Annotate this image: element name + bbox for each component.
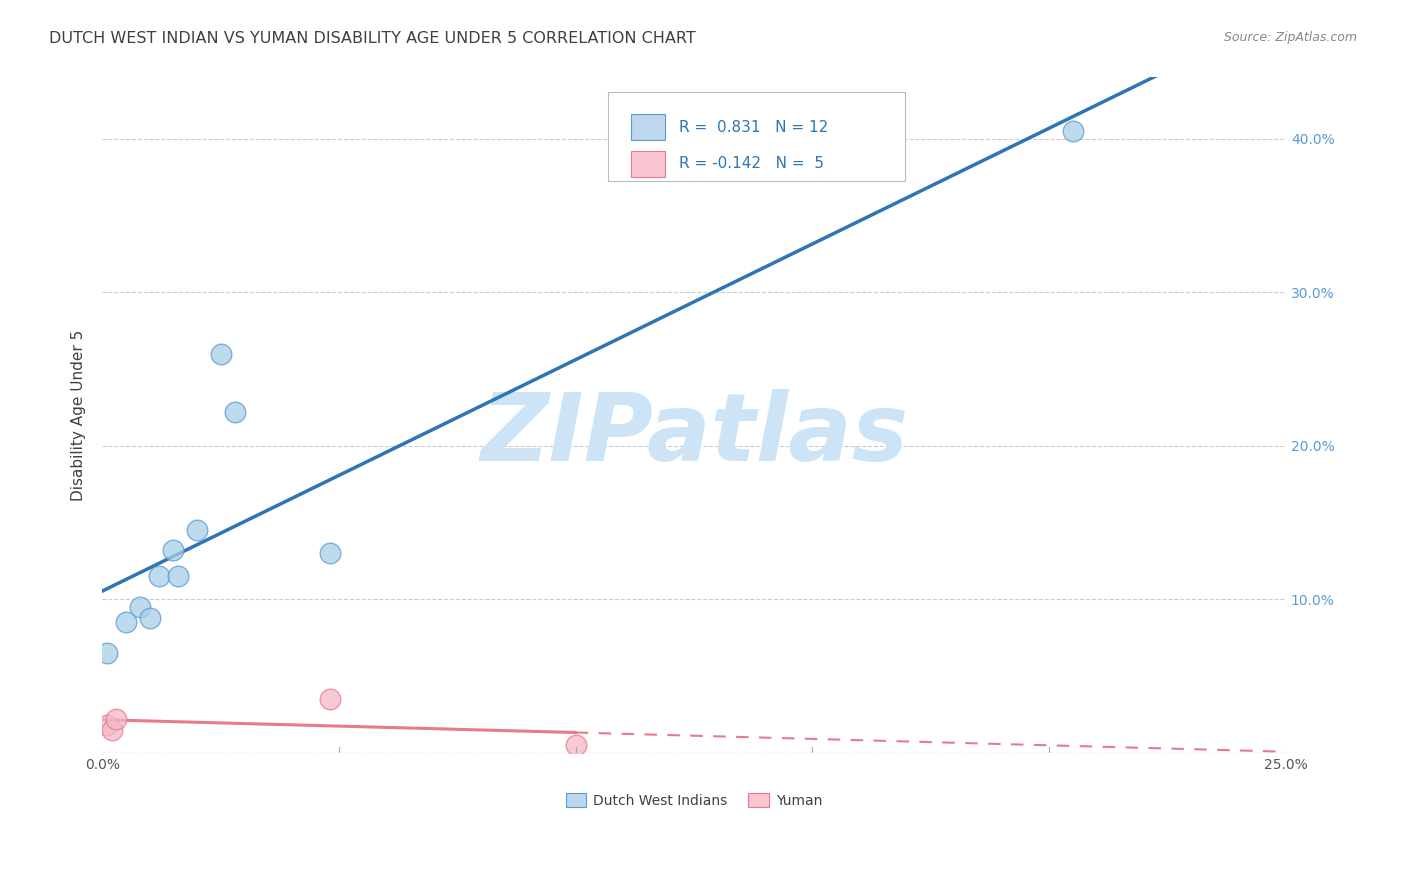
Point xyxy=(129,599,152,614)
Point xyxy=(1062,124,1084,138)
Text: Source: ZipAtlas.com: Source: ZipAtlas.com xyxy=(1223,31,1357,45)
Text: ZIPatlas: ZIPatlas xyxy=(479,390,908,482)
Point xyxy=(96,718,118,732)
FancyBboxPatch shape xyxy=(607,92,905,181)
FancyBboxPatch shape xyxy=(631,114,665,140)
Text: DUTCH WEST INDIAN VS YUMAN DISABILITY AGE UNDER 5 CORRELATION CHART: DUTCH WEST INDIAN VS YUMAN DISABILITY AG… xyxy=(49,31,696,46)
Text: R = -0.142   N =  5: R = -0.142 N = 5 xyxy=(679,156,824,171)
Point xyxy=(96,646,118,660)
Point xyxy=(564,738,586,752)
Point xyxy=(318,692,340,706)
Point xyxy=(100,723,122,737)
Point xyxy=(105,712,128,726)
Point xyxy=(115,615,138,630)
Point xyxy=(162,543,184,558)
Point xyxy=(148,569,170,583)
Point xyxy=(167,569,190,583)
Legend: Dutch West Indians, Yuman: Dutch West Indians, Yuman xyxy=(560,788,828,814)
Text: R =  0.831   N = 12: R = 0.831 N = 12 xyxy=(679,120,828,135)
Y-axis label: Disability Age Under 5: Disability Age Under 5 xyxy=(72,329,86,500)
FancyBboxPatch shape xyxy=(631,151,665,177)
Point xyxy=(186,523,208,537)
Point xyxy=(138,611,160,625)
Point xyxy=(224,405,246,419)
Point xyxy=(209,347,232,361)
Point xyxy=(318,546,340,560)
